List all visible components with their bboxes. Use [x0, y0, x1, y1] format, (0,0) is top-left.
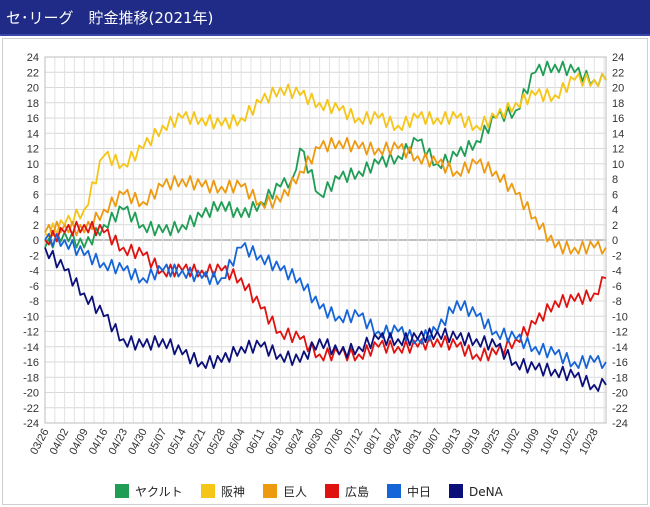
y-tick-label-right: 12	[612, 144, 624, 156]
y-tick-label-right: 4	[612, 205, 618, 217]
y-tick-label-right: 16	[612, 113, 624, 125]
legend-swatch	[263, 484, 277, 498]
y-tick-label-right: 2	[612, 220, 618, 232]
series-line-3	[44, 220, 607, 362]
legend-swatch	[449, 484, 463, 498]
legend-swatch	[115, 484, 129, 498]
y-tick-label-left: -6	[29, 281, 39, 293]
y-tick-label-left: 12	[27, 144, 39, 156]
legend-label: 巨人	[283, 485, 307, 499]
x-tick-label: 06/04	[224, 427, 248, 457]
chart-frame	[2, 38, 648, 505]
y-tick-label-right: 6	[612, 189, 618, 201]
y-tick-label-left: 24	[27, 52, 39, 64]
y-tick-label-left: -12	[23, 327, 39, 339]
y-tick-label-right: 8	[612, 174, 618, 186]
series-line-4	[44, 233, 607, 369]
y-tick-label-left: 20	[27, 83, 39, 95]
series-line-0	[44, 60, 607, 249]
legend: ヤクルト 阪神 巨人 広島 中日 DeNA	[115, 484, 504, 499]
x-axis: 03/2604/0204/0904/1604/2304/3005/0705/14…	[28, 427, 601, 457]
legend-label: 広島	[345, 484, 369, 499]
y-tick-label-right: -22	[612, 403, 628, 415]
y-tick-label-left: -18	[23, 372, 39, 384]
y-tick-label-right: -18	[612, 372, 628, 384]
y-tick-label-left: 22	[27, 67, 39, 79]
y-tick-label-left: 4	[33, 205, 39, 217]
y-tick-label-left: 0	[33, 235, 39, 247]
series-line-2	[44, 136, 607, 255]
y-tick-label-right: 18	[612, 98, 624, 110]
y-tick-label-right: -20	[612, 388, 628, 400]
y-tick-label-left: 2	[33, 220, 39, 232]
legend-swatch	[201, 484, 215, 498]
y-tick-label-right: 14	[612, 128, 624, 140]
series-lines	[44, 60, 607, 392]
y-tick-label-right: 0	[612, 235, 618, 247]
y-tick-label-right: -4	[612, 266, 622, 278]
y-tick-label-left: 10	[27, 159, 39, 171]
y-tick-label-left: -14	[23, 342, 39, 354]
y-tick-label-left: 8	[33, 174, 39, 186]
y-tick-label-right: -12	[612, 327, 628, 339]
y-tick-label-left: 6	[33, 189, 39, 201]
legend-label: 阪神	[221, 485, 245, 499]
y-tick-label-left: 18	[27, 98, 39, 110]
series-line-5	[44, 247, 607, 392]
legend-label: ヤクルト	[135, 485, 183, 499]
x-tick-label: 10/28	[577, 427, 601, 457]
series-line-1	[44, 72, 607, 238]
y-tick-label-right: -8	[612, 296, 622, 308]
y-axis-right: 242220181614121086420-2-4-6-8-10-12-14-1…	[612, 52, 628, 430]
y-tick-label-right: 22	[612, 67, 624, 79]
y-tick-label-left: 16	[27, 113, 39, 125]
y-tick-label-right: -24	[612, 418, 628, 430]
title-bar: セ･リーグ 貯金推移(2021年)	[0, 0, 650, 36]
page-title: セ･リーグ 貯金推移(2021年)	[6, 9, 214, 27]
legend-label: 中日	[407, 484, 431, 499]
y-tick-label-right: -16	[612, 357, 628, 369]
y-tick-label-left: -16	[23, 357, 39, 369]
y-tick-label-left: -2	[29, 250, 39, 262]
y-tick-label-left: -8	[29, 296, 39, 308]
y-axis-left: 242220181614121086420-2-4-6-8-10-12-14-1…	[23, 52, 39, 430]
y-tick-label-right: 10	[612, 159, 624, 171]
y-tick-label-left: -22	[23, 403, 39, 415]
y-tick-label-left: -20	[23, 388, 39, 400]
legend-label: DeNA	[469, 485, 504, 499]
legend-swatch	[387, 484, 401, 498]
y-tick-label-right: -14	[612, 342, 628, 354]
y-tick-label-left: -10	[23, 311, 39, 323]
legend-swatch	[325, 484, 339, 498]
grid	[44, 56, 607, 424]
y-tick-label-right: 20	[612, 83, 624, 95]
y-tick-label-right: -2	[612, 250, 622, 262]
y-tick-label-left: 14	[27, 128, 39, 140]
y-tick-label-right: -10	[612, 311, 628, 323]
y-tick-label-left: -24	[23, 418, 39, 430]
y-tick-label-right: -6	[612, 281, 622, 293]
y-tick-label-left: -4	[29, 266, 39, 278]
y-tick-label-right: 24	[612, 52, 624, 64]
